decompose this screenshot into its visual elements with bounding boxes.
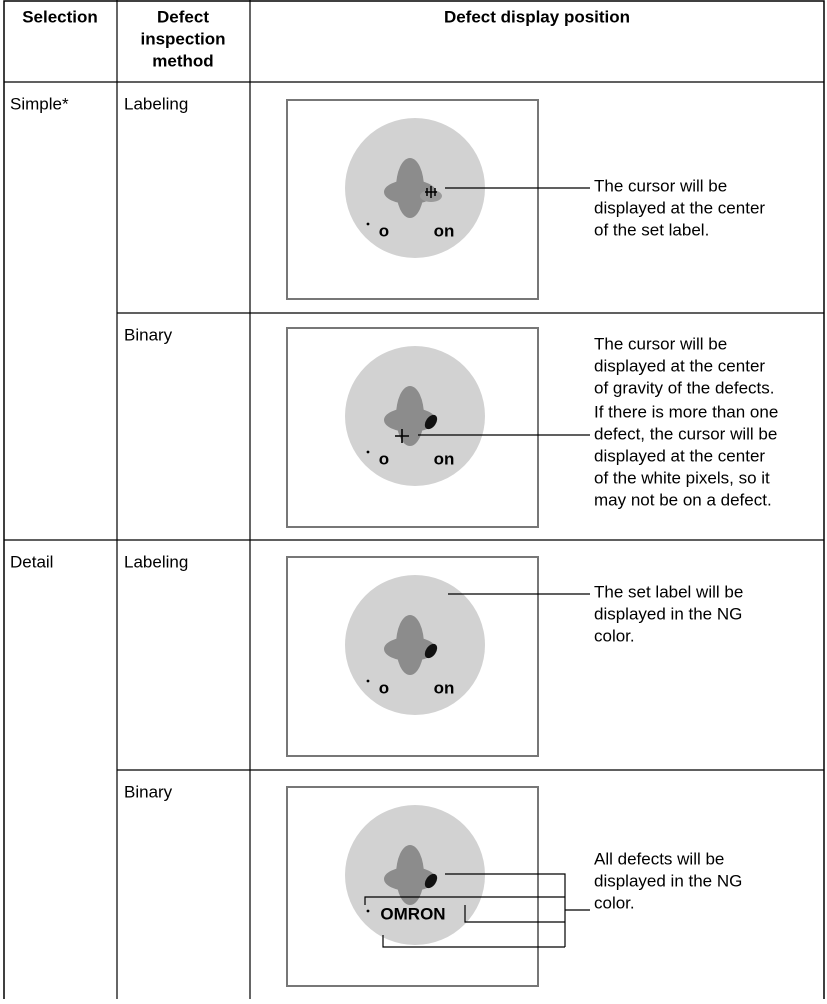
method: Labeling — [124, 552, 188, 571]
notch — [370, 474, 382, 488]
notch — [370, 933, 382, 947]
workpiece: o on — [345, 118, 485, 260]
description: displayed in the NG — [594, 871, 742, 890]
description: The cursor will be — [594, 334, 727, 353]
workpiece: o on — [345, 346, 485, 488]
logo-text: on — [434, 221, 455, 240]
logo-text: o — [379, 449, 389, 468]
workpiece: OMRON — [345, 805, 485, 947]
defect — [424, 873, 438, 889]
selection: Simple* — [10, 94, 69, 113]
clover-h — [384, 867, 436, 891]
notch — [370, 703, 382, 717]
method: Binary — [124, 325, 173, 344]
description: displayed at the center — [594, 446, 765, 465]
dot — [366, 679, 370, 683]
logo-text: OMRON — [380, 904, 445, 923]
clover-h — [384, 637, 436, 661]
logo-text: o — [379, 221, 389, 240]
clover-h — [384, 408, 436, 432]
logo-text: on — [434, 449, 455, 468]
description: If there is more than one — [594, 402, 778, 421]
selection: Detail — [10, 552, 53, 571]
header-method: Defect — [157, 7, 209, 26]
dot — [366, 909, 370, 913]
description: displayed at the center — [594, 356, 765, 375]
logo-text: on — [434, 678, 455, 697]
header-position: Defect display position — [444, 7, 630, 26]
defect — [424, 414, 438, 430]
header-method: inspection — [140, 29, 225, 48]
description: of the white pixels, so it — [594, 468, 770, 487]
dot — [366, 450, 370, 454]
description: All defects will be — [594, 849, 724, 868]
description: color. — [594, 626, 635, 645]
cursor — [395, 429, 409, 443]
dot — [366, 222, 370, 226]
description: color. — [594, 893, 635, 912]
notch — [370, 246, 382, 260]
defect — [424, 643, 438, 659]
leader-line — [364, 873, 590, 948]
workpiece: o on — [345, 575, 485, 717]
logo-text: o — [379, 678, 389, 697]
description: defect, the cursor will be — [594, 424, 777, 443]
description: of gravity of the defects. — [594, 378, 774, 397]
description: of the set label. — [594, 220, 709, 239]
method: Binary — [124, 782, 173, 801]
description: The set label will be — [594, 582, 743, 601]
header-method: method — [152, 51, 213, 70]
description: displayed at the center — [594, 198, 765, 217]
header-selection: Selection — [22, 7, 98, 26]
description: The cursor will be — [594, 176, 727, 195]
description: may not be on a defect. — [594, 490, 772, 509]
cursor — [425, 186, 437, 198]
description: displayed in the NG — [594, 604, 742, 623]
method: Labeling — [124, 94, 188, 113]
